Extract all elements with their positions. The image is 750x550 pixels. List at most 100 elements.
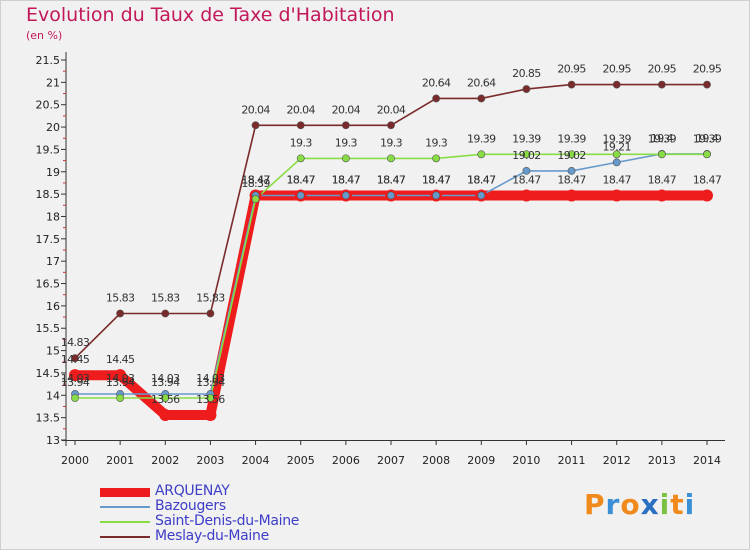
data-point <box>477 150 486 159</box>
data-label: 13.94 <box>106 376 135 389</box>
data-point <box>204 408 217 421</box>
data-point <box>114 369 127 382</box>
data-label: 14.45 <box>61 353 90 366</box>
data-point <box>296 154 305 163</box>
data-label: 14.45 <box>106 353 135 366</box>
data-point <box>522 166 531 175</box>
y-tick-label: 17.5 <box>36 233 61 246</box>
data-point <box>610 189 623 202</box>
data-labels: 14.45 14.45 13.56 13.56 18.47 18.47 18.47 18.47… <box>61 63 723 406</box>
data-point <box>71 354 79 363</box>
data-label: 20.95 <box>602 63 631 76</box>
y-tick-label: 20 <box>46 121 60 134</box>
x-tick-label: 2008 <box>422 454 450 467</box>
data-label: 20.04 <box>241 103 270 116</box>
data-point <box>69 369 81 382</box>
data-label: 18.47 <box>286 173 315 186</box>
data-label: 20.04 <box>332 103 361 116</box>
legend-swatch <box>100 487 150 497</box>
x-tick-label: 2003 <box>196 454 224 467</box>
y-axis: 13 13.5 14 14.5 15 15.5 16 16.5 17 17.5 18 18.5 19 19… <box>36 54 66 447</box>
data-point <box>161 394 170 402</box>
legend-swatch <box>100 536 150 538</box>
data-label: 19.39 <box>557 132 586 145</box>
data-point <box>116 309 125 318</box>
data-label: 15.83 <box>196 291 225 304</box>
data-point <box>703 80 711 89</box>
data-point <box>432 154 441 163</box>
data-label: 19.39 <box>467 132 496 145</box>
data-label: 18.47 <box>286 173 315 186</box>
data-label: 20.95 <box>693 63 722 76</box>
data-label: 20.04 <box>377 103 406 116</box>
data-label: 13.56 <box>196 393 225 406</box>
data-point <box>206 394 215 402</box>
data-label: 18.47 <box>241 173 270 186</box>
data-label: 14.83 <box>61 336 90 349</box>
data-point <box>71 394 79 402</box>
data-label: 18.47 <box>332 173 361 186</box>
data-label: 14.03 <box>151 372 180 385</box>
data-point <box>657 150 666 159</box>
data-label: 13.94 <box>196 376 225 389</box>
x-tick-label: 2002 <box>151 454 179 467</box>
data-label: 20.64 <box>467 76 496 89</box>
data-label: 20.85 <box>512 67 541 80</box>
data-point <box>565 189 578 202</box>
x-tick-label: 2004 <box>242 454 270 467</box>
x-tick-label: 2001 <box>106 454 134 467</box>
proxiti-logo: Proxiti <box>584 488 696 521</box>
data-label: 19.4 <box>651 132 674 145</box>
data-label: 14.03 <box>61 372 90 385</box>
data-label: 19.02 <box>512 149 541 162</box>
data-label: 13.94 <box>151 376 180 389</box>
x-tick-label: 2007 <box>377 454 405 467</box>
data-point <box>612 150 621 159</box>
data-label: 18.47 <box>377 173 406 186</box>
data-point <box>116 394 125 402</box>
chart-title: Evolution du Taux de Taxe d'Habitation <box>26 4 395 26</box>
data-point <box>703 150 711 159</box>
data-label: 18.47 <box>693 173 722 186</box>
data-label: 18.47 <box>422 173 451 186</box>
x-tick-label: 2013 <box>648 454 676 467</box>
data-point <box>159 408 172 421</box>
data-point <box>387 154 395 163</box>
data-label: 18.39 <box>241 177 270 190</box>
legend-swatch <box>100 521 150 523</box>
x-tick-label: 2012 <box>603 454 631 467</box>
data-point <box>655 189 668 202</box>
data-point <box>612 158 621 167</box>
data-point <box>522 150 531 159</box>
data-label: 19.21 <box>602 140 631 153</box>
data-point <box>387 121 395 130</box>
data-point <box>477 191 486 200</box>
data-point <box>251 121 260 130</box>
data-label: 18.47 <box>377 173 406 186</box>
data-point <box>387 191 395 200</box>
y-tick-label: 21 <box>46 76 60 89</box>
data-point <box>296 121 305 130</box>
data-point <box>701 189 713 202</box>
data-label: 13.56 <box>151 393 180 406</box>
data-label: 19.39 <box>648 132 677 145</box>
y-tick-label: 18 <box>46 210 60 223</box>
legend-label: ARQUENAY <box>155 483 230 499</box>
data-label: 14.03 <box>106 372 135 385</box>
data-point <box>432 94 441 103</box>
y-tick-label: 20.5 <box>36 99 61 112</box>
x-tick-label: 2000 <box>61 454 89 467</box>
data-label: 19.39 <box>693 132 722 145</box>
legend-label: Saint-Denis-du-Maine <box>155 513 300 529</box>
data-point <box>567 80 576 89</box>
data-point <box>206 309 215 318</box>
y-tick-label: 19.5 <box>36 143 61 156</box>
data-label: 18.47 <box>422 173 451 186</box>
y-tick-label: 13.5 <box>36 412 61 425</box>
data-label: 18.47 <box>512 173 541 186</box>
data-label: 19.3 <box>425 136 448 149</box>
data-label: 15.83 <box>106 291 135 304</box>
data-point <box>657 80 666 89</box>
